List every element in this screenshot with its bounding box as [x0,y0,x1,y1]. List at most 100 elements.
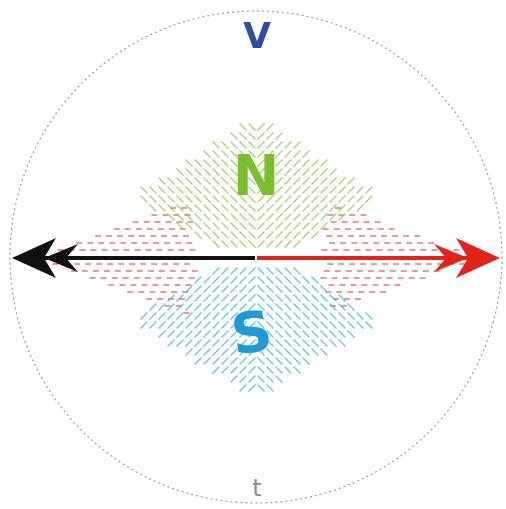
field-dash-diagonal [320,294,328,302]
field-dash-diagonal [239,267,247,275]
field-dash-diagonal [347,330,355,338]
field-dash-diagonal [302,150,310,158]
field-dash-diagonal [248,339,256,347]
field-dash-diagonal [266,303,274,311]
field-dash-diagonal [266,186,274,194]
field-dash-diagonal [302,276,310,284]
field-dash-diagonal [284,321,292,329]
field-dash-diagonal [356,204,364,212]
field-dash-diagonal [212,177,220,185]
field-dash-diagonal [293,150,301,158]
field-dash-diagonal [140,186,148,194]
field-dash-diagonal [356,312,364,320]
field-dash-diagonal [257,204,265,212]
field-dash-diagonal [221,231,229,239]
field-dash-diagonal [302,348,310,356]
field-dash-diagonal [230,141,238,149]
field-dash-diagonal [320,213,328,221]
field-dash-diagonal [239,195,247,203]
field-dash-diagonal [347,195,355,203]
field-dash-diagonal [230,222,238,230]
field-dash-diagonal [257,267,265,275]
field-dash-diagonal [311,285,319,293]
field-dash-diagonal [140,195,148,203]
field-dash-diagonal [230,132,238,140]
field-dash-diagonal [302,312,310,320]
field-dash-diagonal [275,357,283,365]
field-dash-diagonal [275,366,283,374]
field-dash-diagonal [239,240,247,248]
field-dash-diagonal [266,366,274,374]
field-dash-diagonal [284,267,292,275]
field-dash-diagonal [203,348,211,356]
field-dash-diagonal [248,186,256,194]
field-pattern [38,123,474,392]
field-dash-diagonal [266,348,274,356]
field-dash-diagonal [257,321,265,329]
field-dash-diagonal [185,303,193,311]
field-dash-diagonal [185,168,193,176]
field-dash-diagonal [320,159,328,167]
field-dash-diagonal [230,276,238,284]
field-dash-diagonal [266,375,274,383]
field-dash-diagonal [221,159,229,167]
field-dash-diagonal [248,375,256,383]
field-dash-diagonal [257,294,265,302]
field-dash-diagonal [284,195,292,203]
field-dash-diagonal [221,303,229,311]
field-dash-diagonal [320,339,328,347]
field-dash-diagonal [284,303,292,311]
field-dash-diagonal [212,339,220,347]
field-dash-diagonal [302,330,310,338]
field-dash-diagonal [203,276,211,284]
field-dash-diagonal [284,213,292,221]
field-dash-diagonal [221,213,229,221]
field-dash-diagonal [194,303,202,311]
field-dash-diagonal [203,330,211,338]
field-dash-diagonal [194,159,202,167]
field-dash-diagonal [257,150,265,158]
field-dash-diagonal [338,204,346,212]
field-dash-diagonal [212,222,220,230]
field-dash-diagonal [140,321,148,329]
field-dash-diagonal [194,231,202,239]
field-dash-diagonal [239,348,247,356]
field-dash-diagonal [257,159,265,167]
field-dash-diagonal [257,339,265,347]
field-dash-diagonal [239,132,247,140]
field-dash-diagonal [203,303,211,311]
field-dash-diagonal [257,312,265,320]
field-dash-diagonal [275,267,283,275]
field-dash-diagonal [320,321,328,329]
field-dash-diagonal [221,195,229,203]
field-dash-diagonal [221,150,229,158]
field-dash-diagonal [266,150,274,158]
field-dash-diagonal [221,366,229,374]
field-dash-diagonal [185,348,193,356]
field-dash-diagonal [239,285,247,293]
field-dash-diagonal [203,159,211,167]
field-dash-diagonal [203,186,211,194]
field-dash-diagonal [275,213,283,221]
field-dash-diagonal [257,186,265,194]
field-dash-diagonal [239,339,247,347]
field-dash-diagonal [212,168,220,176]
field-dash-diagonal [284,186,292,194]
field-dash-diagonal [293,231,301,239]
field-dash-diagonal [266,312,274,320]
field-dash-diagonal [158,204,166,212]
field-dash-diagonal [230,150,238,158]
field-dash-diagonal [257,357,265,365]
left-arrow-inner-icon [44,244,78,272]
field-dash-diagonal [320,312,328,320]
field-dash-diagonal [302,303,310,311]
field-dash-diagonal [311,159,319,167]
field-dash-diagonal [230,321,238,329]
field-dash-diagonal [230,159,238,167]
field-dash-diagonal [158,186,166,194]
field-dash-diagonal [293,240,301,248]
field-dash-diagonal [266,339,274,347]
field-dash-diagonal [311,231,319,239]
field-dash-diagonal [347,312,355,320]
field-dash-diagonal [284,204,292,212]
